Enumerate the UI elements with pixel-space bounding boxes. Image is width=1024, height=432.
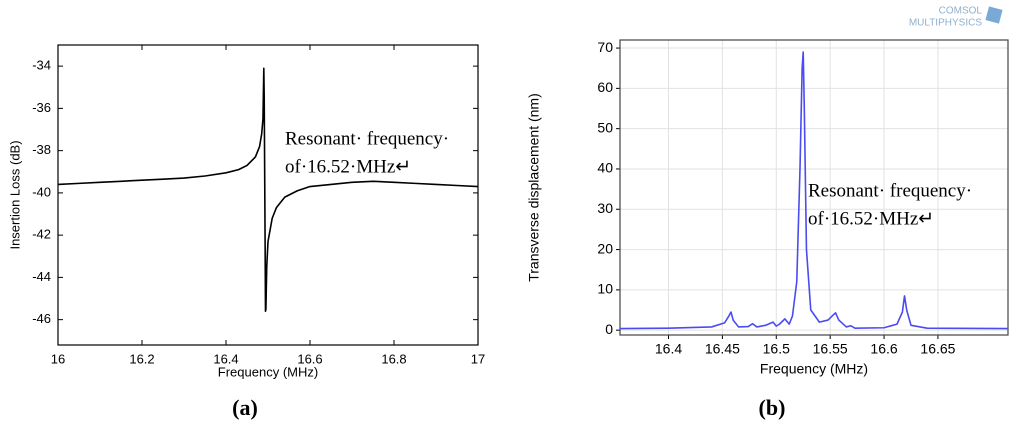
y-tick-label: -40 (32, 184, 51, 199)
annotation: Resonant· frequency· (808, 180, 972, 201)
y-tick-label: -44 (32, 269, 51, 284)
logo-icon (985, 6, 1003, 24)
y-tick-label: 50 (597, 119, 613, 135)
y-tick-label: 20 (597, 240, 613, 256)
data-line (57, 67, 479, 312)
logo-text: COMSOL (939, 6, 983, 17)
caption: (b) (759, 395, 786, 420)
y-tick-label: 10 (597, 281, 613, 297)
x-tick-label: 17 (471, 351, 485, 366)
data-line (619, 51, 1009, 330)
x-tick-label: 16.8 (381, 351, 406, 366)
caption: (a) (232, 395, 258, 420)
logo-text: MULTIPHYSICS (909, 18, 982, 29)
x-axis-label: Frequency (MHz) (760, 361, 868, 377)
plot-area (620, 40, 1008, 335)
x-tick-label: 16.45 (705, 341, 740, 357)
y-tick-label: 0 (605, 321, 613, 337)
x-tick-label: 16.6 (870, 341, 897, 357)
x-tick-label: 16.6 (297, 351, 322, 366)
y-axis-label: Insertion Loss (dB) (7, 140, 22, 249)
y-tick-label: 40 (597, 160, 613, 176)
x-axis-label: Frequency (MHz) (218, 364, 318, 379)
x-tick-label: 16.5 (763, 341, 790, 357)
x-tick-label: 16.55 (813, 341, 848, 357)
plot-frame (619, 39, 1009, 336)
annotation: of·16.52·MHz↵ (285, 156, 411, 177)
x-tick-label: 16.4 (213, 351, 238, 366)
x-tick-label: 16 (51, 351, 65, 366)
y-tick-label: -42 (32, 227, 51, 242)
y-tick-label: -36 (32, 100, 51, 115)
x-tick-label: 16.65 (920, 341, 955, 357)
y-tick-label: 70 (597, 39, 613, 55)
y-tick-label: -38 (32, 142, 51, 157)
plot-area (58, 45, 478, 345)
y-tick-label: 30 (597, 200, 613, 216)
annotation: of·16.52·MHz↵ (808, 208, 934, 229)
y-tick-label: 60 (597, 79, 613, 95)
plot-frame (57, 44, 479, 346)
x-tick-label: 16.2 (129, 351, 154, 366)
y-tick-label: -46 (32, 311, 51, 326)
y-tick-label: -34 (32, 58, 51, 73)
annotation: Resonant· frequency· (285, 128, 449, 149)
x-tick-label: 16.4 (655, 341, 682, 357)
y-axis-label: Transverse displacement (nm) (526, 93, 542, 282)
